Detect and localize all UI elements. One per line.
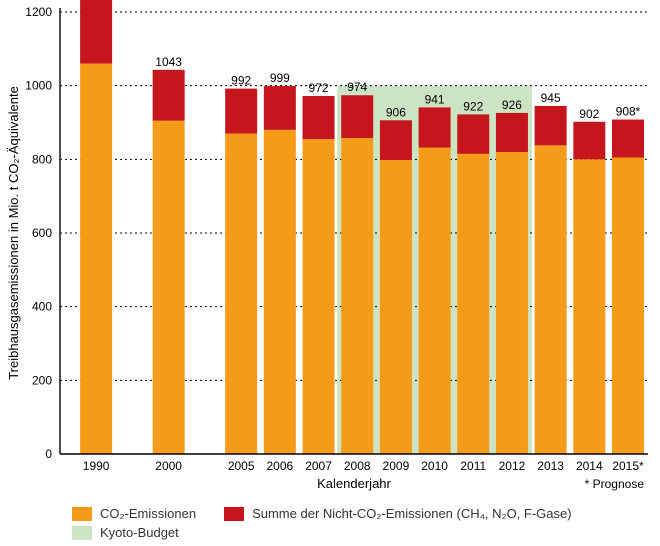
bar-co2 — [419, 148, 451, 454]
bar-non-co2 — [380, 120, 412, 160]
legend-item-co2: CO₂-Emissionen — [72, 506, 196, 521]
bar-co2 — [264, 130, 296, 454]
bar-total-label: 945 — [541, 91, 561, 105]
x-tick-label: 2013 — [537, 459, 564, 473]
bar-non-co2 — [419, 107, 451, 147]
x-tick-label: 2010 — [421, 459, 448, 473]
y-tick-label: 0 — [45, 447, 52, 461]
bar-total-label: 974 — [347, 80, 367, 94]
bar-co2 — [612, 157, 644, 454]
y-axis-label: Treibhausgasemissionen in Mio. t CO₂-Äqu… — [6, 86, 21, 380]
bar-total-label: 906 — [386, 105, 406, 119]
x-tick-label: 2008 — [344, 459, 371, 473]
legend-label: CO₂-Emissionen — [100, 506, 196, 521]
bar-co2 — [341, 138, 373, 454]
x-tick-label: 2012 — [499, 459, 526, 473]
bar-total-label: 941 — [425, 92, 445, 106]
bar-non-co2 — [341, 95, 373, 138]
bar-non-co2 — [264, 86, 296, 130]
bar-total-label: 922 — [463, 99, 483, 113]
y-tick-label: 1200 — [25, 5, 52, 19]
x-tick-label: 2006 — [267, 459, 294, 473]
y-tick-label: 1000 — [25, 79, 52, 93]
prognosis-note: * Prognose — [585, 477, 645, 491]
bar-co2 — [380, 160, 412, 454]
bar-total-label: 908* — [616, 105, 641, 119]
x-tick-label: 1990 — [83, 459, 110, 473]
legend-label: Kyoto-Budget — [100, 525, 179, 540]
bar-non-co2 — [496, 113, 528, 152]
bar-non-co2 — [573, 122, 605, 160]
bar-total-label: 972 — [309, 81, 329, 95]
legend-item-kyoto: Kyoto-Budget — [72, 525, 179, 540]
legend-label: Summe der Nicht-CO₂-Emissionen (CH₄, N₂O… — [252, 506, 572, 521]
bar-total-label: 992 — [231, 74, 251, 88]
x-tick-label: 2014 — [576, 459, 603, 473]
legend-swatch — [224, 507, 244, 521]
bar-non-co2 — [535, 106, 567, 145]
x-tick-label: 2015* — [612, 459, 644, 473]
bar-co2 — [153, 121, 185, 454]
bar-co2 — [225, 134, 257, 454]
bar-non-co2 — [457, 114, 489, 153]
x-tick-label: 2011 — [460, 459, 486, 473]
legend-item-non_co2: Summe der Nicht-CO₂-Emissionen (CH₄, N₂O… — [224, 506, 572, 521]
x-axis-label: Kalenderjahr — [317, 476, 391, 491]
bar-non-co2 — [153, 70, 185, 121]
y-tick-label: 800 — [32, 152, 52, 166]
bar-total-label: 1043 — [155, 55, 182, 69]
bar-non-co2 — [612, 120, 644, 158]
bar-non-co2 — [303, 96, 335, 139]
bar-non-co2 — [225, 89, 257, 134]
bar-total-label: 999 — [270, 71, 290, 85]
y-tick-label: 600 — [32, 226, 52, 240]
bar-co2 — [496, 152, 528, 454]
bar-total-label: 926 — [502, 98, 522, 112]
y-tick-label: 200 — [32, 373, 52, 387]
bar-co2 — [573, 159, 605, 454]
x-tick-label: 2005 — [228, 459, 255, 473]
x-tick-label: 2000 — [155, 459, 182, 473]
bar-co2 — [457, 154, 489, 454]
bar-co2 — [303, 139, 335, 454]
bar-co2 — [535, 145, 567, 454]
x-tick-label: 2009 — [383, 459, 410, 473]
bar-non-co2 — [80, 0, 112, 64]
bar-total-label: 902 — [579, 107, 599, 121]
x-tick-label: 2007 — [305, 459, 332, 473]
y-tick-label: 400 — [32, 300, 52, 314]
legend-swatch — [72, 526, 92, 540]
bar-co2 — [80, 64, 112, 454]
legend-swatch — [72, 507, 92, 521]
